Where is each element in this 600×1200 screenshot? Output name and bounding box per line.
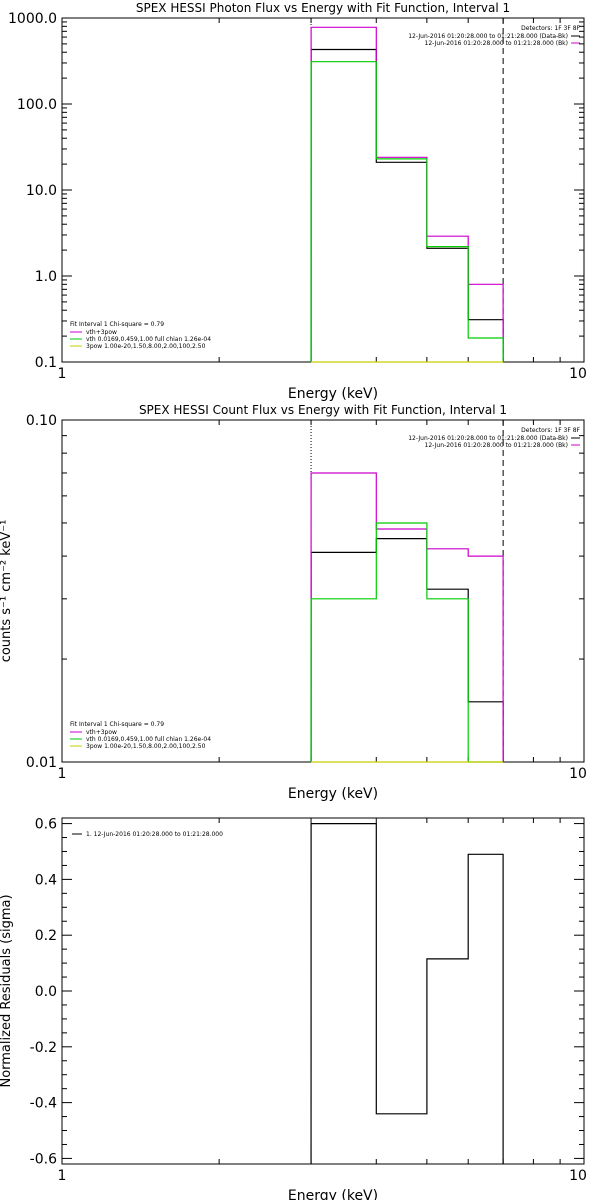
y-tick-label: 0.01	[26, 755, 57, 771]
series-total-histogram	[310, 26, 504, 363]
series-vth-histogram	[310, 522, 504, 763]
legend-right-entry: 12-Jun-2016 01:20:28.000 to 01:21:28.000…	[408, 435, 568, 442]
x-tick-label: 1	[58, 1168, 67, 1184]
series-data-histogram	[310, 48, 504, 363]
series-total-histogram	[310, 472, 504, 763]
y-tick-label: 1.0	[35, 269, 57, 285]
legend-left-entry: 3pow 1.00e-20,1.50,8.00,2.00,100,2.50	[86, 343, 206, 350]
y-tick-label: 0.4	[35, 872, 57, 888]
chart-title: SPEX HESSI Photon Flux vs Energy with Fi…	[136, 1, 510, 15]
legend-fit-title: Fit Interval 1 Chi-square = 0.79	[70, 721, 164, 728]
plot-frame	[61, 17, 585, 363]
legend-residual-entry: 1. 12-Jun-2016 01:20:28.000 to 01:21:28.…	[86, 831, 223, 838]
legend-right-entry: 12-Jun-2016 01:20:28.000 to 01:21:28.000…	[425, 442, 568, 449]
legend-fit-title: Fit Interval 1 Chi-square = 0.79	[70, 321, 164, 328]
y-tick-label: 1000.0	[8, 11, 57, 27]
detectors-label: Detectors: 1F 3F 8F	[521, 25, 580, 32]
x-tick-label: 10	[569, 766, 587, 782]
y-axis-label: counts s⁻¹ cm⁻² keV⁻¹	[0, 520, 14, 663]
legend-left-entry: vth 0.0169,0.459,1.00 full chian 1.26e-0…	[86, 336, 211, 343]
y-tick-label: -0.2	[30, 1040, 57, 1056]
x-axis-label: Energy (keV)	[288, 386, 378, 402]
legend-right-entry: 12-Jun-2016 01:20:28.000 to 01:21:28.000…	[425, 40, 568, 47]
chart-panel-2: SPEX HESSI Count Flux vs Energy with Fit…	[0, 403, 587, 802]
legend-left-entry: vth+3pow	[86, 329, 117, 336]
plot-frame	[61, 419, 585, 763]
plot-frame	[61, 817, 585, 1165]
legend-left-entry: 3pow 1.00e-20,1.50,8.00,2.00,100,2.50	[86, 743, 206, 750]
legend-right-entry: 12-Jun-2016 01:20:28.000 to 01:21:28.000…	[408, 33, 568, 40]
legend-left-entry: vth+3pow	[86, 729, 117, 736]
y-tick-label: -0.6	[30, 1151, 57, 1167]
x-tick-label: 1	[58, 766, 67, 782]
x-tick-label: 10	[569, 366, 587, 382]
chart-panel-3: 1 10 Energy (keV) -0.6 -0.4 -0.2 0.0 0.2 0.4 0.6 N…	[0, 817, 587, 1200]
series-vth-histogram	[310, 61, 504, 363]
y-axis-label: Normalized Residuals (sigma)	[0, 894, 14, 1087]
detectors-label: Detectors: 1F 3F 8F	[521, 427, 580, 434]
y-tick-label: -0.4	[30, 1096, 57, 1112]
y-tick-label: 0.2	[35, 928, 57, 944]
x-axis-label: Energy (keV)	[288, 1188, 378, 1200]
x-tick-label: 10	[569, 1168, 587, 1184]
y-tick-label: 0.0	[35, 984, 57, 1000]
y-tick-label: 0.10	[26, 413, 57, 429]
y-tick-label: 0.1	[35, 355, 57, 371]
legend-left-entry: vth 0.0169,0.459,1.00 full chian 1.26e-0…	[86, 736, 211, 743]
y-tick-label: 100.0	[17, 97, 57, 113]
chart-title: SPEX HESSI Count Flux vs Energy with Fit…	[139, 403, 507, 417]
chart-panel-1: SPEX HESSI Photon Flux vs Energy with Fi…	[8, 1, 587, 402]
x-axis-label: Energy (keV)	[288, 786, 378, 802]
y-tick-label: 0.6	[35, 817, 57, 833]
y-tick-label: 10.0	[26, 183, 57, 199]
series-data-histogram	[310, 538, 504, 763]
x-tick-label: 1	[58, 366, 67, 382]
series-data-histogram	[310, 823, 504, 1165]
